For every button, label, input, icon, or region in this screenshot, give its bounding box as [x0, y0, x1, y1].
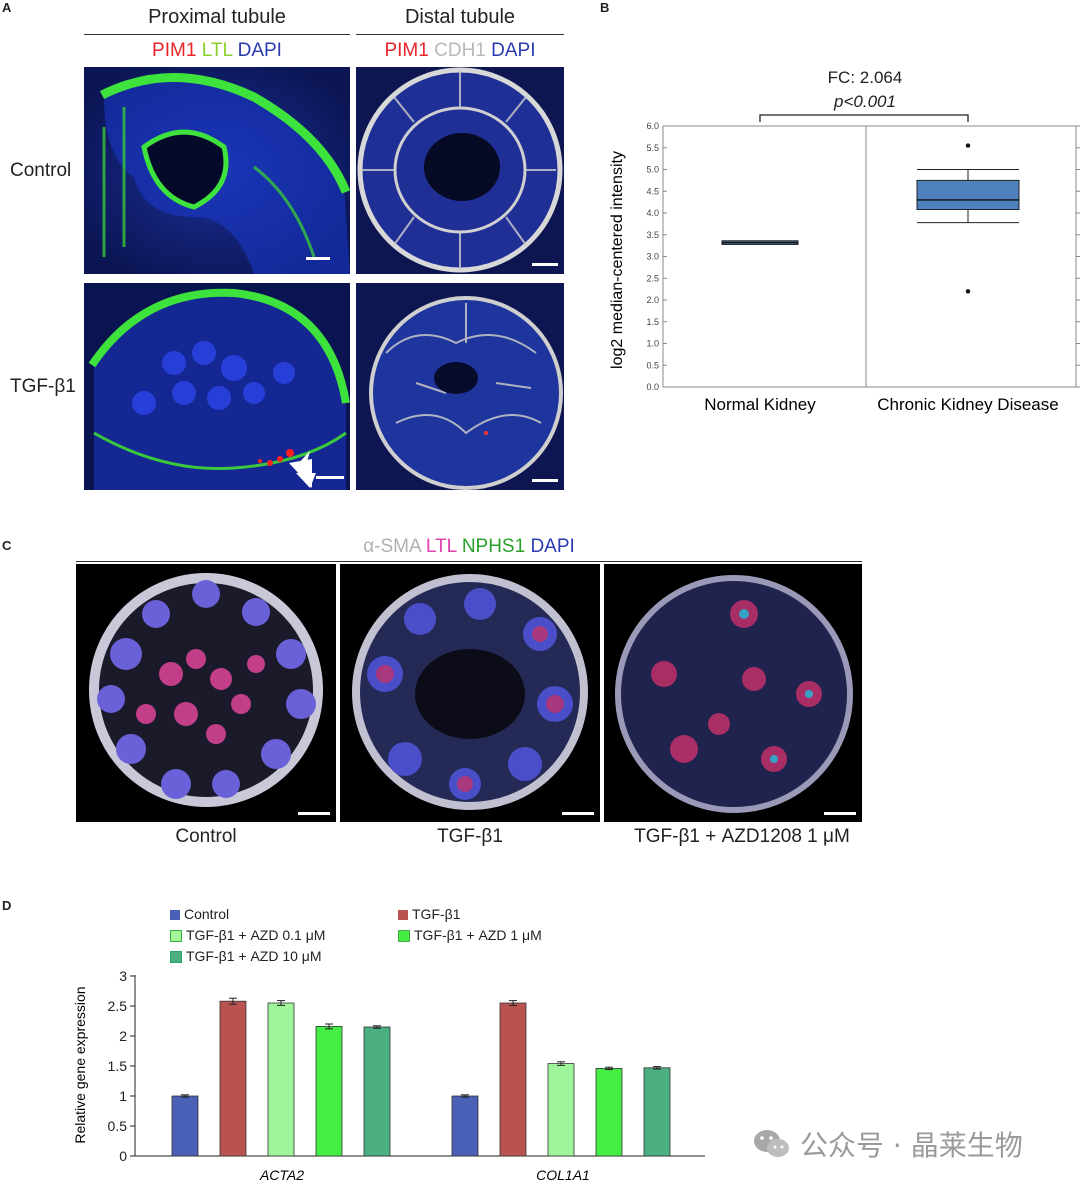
outlier-point — [965, 143, 971, 148]
bar-chart: 0 0.5 1 1.5 2 2.5 3 Relative gene expression A… — [72, 968, 705, 1183]
wechat-icon — [754, 1130, 789, 1157]
legend-swatch — [398, 930, 410, 943]
bar — [171, 1095, 199, 1157]
distal-stain-legend: PIM1 CDH1 DAPI — [356, 40, 564, 62]
y-tick-label: 3 — [119, 968, 127, 984]
category-label: COL1A1 — [536, 1167, 590, 1183]
micrograph-distal-control — [356, 67, 564, 274]
legend-item: TGF-β1 + AZD 1 μM — [398, 925, 542, 946]
stain-ltl: LTL — [425, 536, 457, 557]
y-tick-label: 1.5 — [108, 1058, 128, 1074]
stain-asma: α-SMA — [363, 536, 421, 557]
legend-swatch — [170, 951, 182, 964]
stain-pim1: PIM1 — [384, 40, 429, 61]
bar — [499, 1002, 527, 1157]
y-axis-label: log2 median-centered intensity — [609, 151, 626, 369]
legend-item: TGF-β1 + AZD 0.1 μM — [170, 925, 325, 946]
category-label: Normal Kidney — [704, 395, 816, 414]
distal-header: Distal tubule — [404, 6, 516, 28]
legend-item: TGF-β1 + AZD 10 μM — [170, 946, 322, 967]
box — [916, 179, 1020, 211]
watermark-text: 公众号 · 晶莱生物 — [800, 1129, 1023, 1162]
condition-label: TGF-β1 — [437, 826, 503, 847]
y-tick-label: 2 — [119, 1028, 127, 1044]
panel-a-letter: A — [2, 0, 12, 15]
y-tick-label: 0.5 — [646, 360, 659, 370]
micrograph-proximal-tgf — [84, 283, 350, 490]
organoid-stain-legend: α-SMA LTL NPHS1 DAPI — [76, 536, 862, 558]
proximal-header-line — [84, 34, 350, 35]
y-tick-label: 0.5 — [108, 1118, 128, 1134]
proximal-header: Proximal tubule — [148, 6, 286, 28]
y-tick-label: 1.0 — [646, 339, 659, 349]
legend-swatch — [170, 930, 182, 943]
fold-change-label: FC: 2.064 — [827, 68, 903, 87]
y-tick-label: 0 — [119, 1148, 127, 1164]
plot-frame — [662, 125, 1077, 388]
watermark: 公众号 · 晶莱生物 — [752, 1124, 1023, 1164]
distal-header-line — [356, 34, 564, 35]
y-tick-label: 6.0 — [646, 121, 659, 131]
bar — [595, 1068, 623, 1157]
organoid-image-tgf-azd — [604, 564, 862, 822]
proximal-stain-legend: PIM1 LTL DAPI — [84, 40, 350, 62]
micrograph-distal-tgf — [356, 283, 564, 490]
y-tick-label: 0.0 — [646, 382, 659, 392]
bar — [315, 1026, 343, 1157]
p-value-label: p<0.001 — [834, 92, 896, 111]
panel-c-letter: C — [2, 538, 12, 553]
organoid-header-line — [76, 561, 862, 562]
y-tick-label: 5.5 — [646, 143, 659, 153]
legend-swatch — [170, 910, 180, 921]
category-label: ACTA2 — [259, 1167, 304, 1183]
stain-dapi: DAPI — [530, 536, 575, 557]
stain-pim1: PIM1 — [152, 40, 197, 61]
legend-item: TGF-β1 — [398, 904, 461, 925]
category-label: Chronic Kidney Disease — [877, 395, 1058, 414]
y-tick-label: 3.0 — [646, 252, 659, 262]
bar — [547, 1063, 575, 1157]
bar — [219, 1000, 247, 1157]
legend-label: TGF-β1 + AZD 10 μM — [186, 948, 322, 964]
y-tick-label: 4.0 — [646, 208, 659, 218]
panel-d-letter: D — [2, 898, 12, 913]
bar — [643, 1067, 671, 1157]
legend-label: Control — [184, 906, 230, 922]
stain-dapi: DAPI — [491, 40, 536, 61]
micrograph-proximal-control — [84, 67, 350, 274]
organoid-image-tgf — [340, 564, 600, 822]
y-tick-label: 3.5 — [646, 230, 659, 240]
bar — [267, 1002, 295, 1157]
boxplot-chart: 0.00.51.01.52.02.53.03.54.04.55.05.56.0 … — [609, 114, 1080, 414]
row-label-control: Control — [10, 160, 72, 181]
legend-label: TGF-β1 + AZD 0.1 μM — [186, 927, 326, 943]
y-tick-label: 1 — [119, 1088, 127, 1104]
y-axis-label: Relative gene expression — [72, 986, 88, 1143]
y-tick-label: 5.0 — [646, 165, 659, 175]
row-label-tgf: TGF-β1 — [10, 376, 76, 397]
legend-label: TGF-β1 — [412, 906, 461, 922]
legend-label: TGF-β1 + AZD 1 μM — [414, 927, 542, 943]
condition-label: TGF-β1 + AZD1208 1 μM — [634, 826, 850, 847]
bar — [451, 1095, 479, 1157]
legend-swatch — [398, 910, 408, 921]
y-tick-label: 2.5 — [646, 273, 659, 283]
legend-item: Control — [170, 904, 229, 925]
y-tick-label: 1.5 — [646, 317, 659, 327]
stain-nphs1: NPHS1 — [461, 536, 526, 557]
condition-label: Control — [175, 826, 237, 847]
stain-dapi: DAPI — [237, 40, 282, 61]
stain-ltl: LTL — [201, 40, 233, 61]
stain-cdh1: CDH1 — [434, 40, 486, 61]
organoid-image-control — [76, 564, 336, 822]
outlier-point — [965, 289, 971, 294]
bar — [363, 1026, 391, 1157]
significance-bracket — [759, 114, 969, 122]
panel-b-letter: B — [600, 0, 610, 15]
y-tick-label: 4.5 — [646, 186, 659, 196]
y-tick-label: 2.0 — [646, 295, 659, 305]
y-tick-label: 2.5 — [108, 998, 128, 1014]
